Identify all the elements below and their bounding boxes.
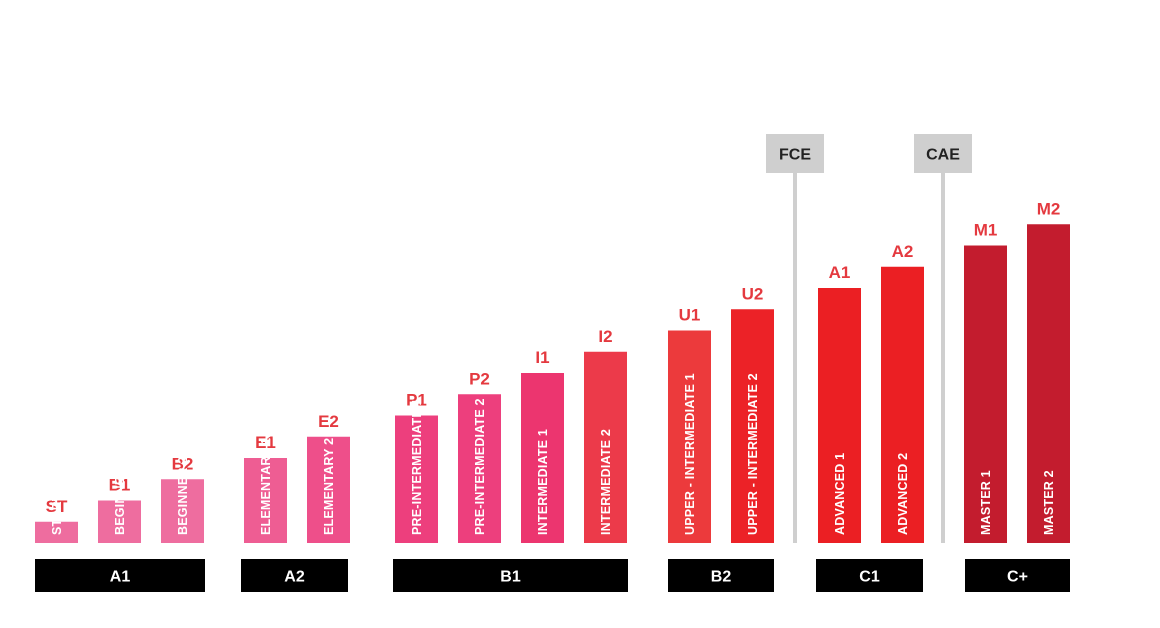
bar-p2 — [458, 394, 501, 543]
level-group-label: A1 — [110, 569, 131, 586]
bar-code-label: E2 — [318, 412, 339, 431]
bar-name-label: PRE-INTERMEDIATE 1 — [410, 398, 424, 535]
level-group-label: C+ — [1007, 569, 1028, 586]
level-group-box — [668, 559, 774, 592]
bar-u1 — [668, 330, 711, 543]
bar-b2 — [161, 479, 204, 543]
exam-marker-box-fce — [766, 134, 824, 173]
bar-e1 — [244, 458, 287, 543]
bar-code-label: ST — [46, 497, 68, 516]
level-group-box — [35, 559, 205, 592]
bar-m2 — [1027, 224, 1070, 543]
bar-name-label: BEGINNER 1 — [113, 457, 127, 535]
bar-a1 — [818, 288, 861, 543]
bar-name-label: STARTER — [50, 476, 64, 536]
bar-name-label: MASTER 1 — [979, 470, 993, 535]
bar-name-label: ELEMENTARY 1 — [259, 438, 273, 535]
bar-name-label: ELEMENTARY 2 — [322, 438, 336, 535]
exam-marker-label: CAE — [926, 147, 960, 164]
bar-e2 — [307, 436, 350, 543]
exam-marker-box-cae — [914, 134, 972, 173]
bar-name-label: ADVANCED 2 — [896, 453, 910, 535]
bar-code-label: P2 — [469, 369, 490, 388]
bar-code-label: B2 — [172, 454, 194, 473]
bar-i1 — [521, 373, 564, 543]
level-group-box — [965, 559, 1070, 592]
bar-name-label: PRE-INTERMEDIATE 2 — [473, 398, 487, 535]
level-group-label: B1 — [500, 569, 521, 586]
bar-code-label: E1 — [255, 433, 276, 452]
bar-a2 — [881, 266, 924, 543]
bar-code-label: A1 — [829, 263, 851, 282]
bar-name-label: BEGINNER 2 — [176, 457, 190, 535]
level-group-label: A2 — [284, 569, 305, 586]
bar-code-label: U1 — [679, 306, 701, 325]
exam-markers: FCE CAE — [766, 134, 972, 543]
bar-i2 — [584, 351, 627, 543]
bar-code-label: P1 — [406, 391, 427, 410]
bar-b1 — [98, 500, 141, 543]
bar-name-label: INTERMEDIATE 1 — [536, 429, 550, 535]
bar-name-label: INTERMEDIATE 2 — [599, 429, 613, 535]
bar-code-label: A2 — [892, 242, 914, 261]
bar-code-label: I1 — [535, 348, 549, 367]
bar-code-label: U2 — [742, 284, 764, 303]
bar-code-label: M1 — [974, 221, 998, 240]
level-group-box — [393, 559, 628, 592]
bar-p1 — [395, 415, 438, 543]
bar-name-label: MASTER 2 — [1042, 470, 1056, 535]
bar-code-label: B1 — [109, 476, 131, 495]
bar-name-label: ADVANCED 1 — [833, 453, 847, 535]
level-groups: A1 A2 B1 B2 C1 C+ — [35, 559, 1070, 592]
bar-code-label: M2 — [1037, 199, 1061, 218]
level-group-box — [241, 559, 348, 592]
bar-st — [35, 521, 78, 543]
bar-u2 — [731, 309, 774, 543]
bar-name-label: UPPER - INTERMEDIATE 2 — [746, 373, 760, 535]
bar-code-label: I2 — [598, 327, 612, 346]
level-group-label: C1 — [859, 569, 880, 586]
bar-m1 — [964, 245, 1007, 543]
bar-name-label: UPPER - INTERMEDIATE 1 — [683, 373, 697, 535]
level-group-box — [816, 559, 923, 592]
level-group-label: B2 — [711, 569, 732, 586]
exam-marker-label: FCE — [779, 147, 811, 164]
